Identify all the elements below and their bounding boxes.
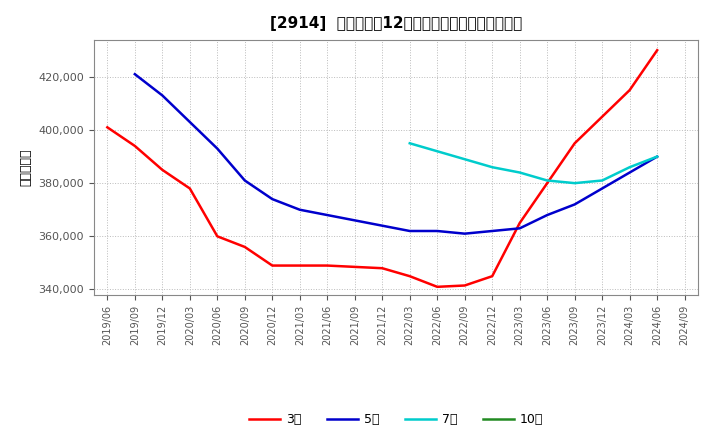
Title: [2914]  当期純利益12か月移動合計の平均値の推移: [2914] 当期純利益12か月移動合計の平均値の推移 bbox=[270, 16, 522, 32]
3年 bbox=[103, 125, 112, 130]
3年 bbox=[653, 48, 662, 53]
Legend: 3年, 5年, 7年, 10年: 3年, 5年, 7年, 10年 bbox=[243, 408, 549, 431]
3年 bbox=[323, 263, 332, 268]
3年 bbox=[130, 143, 139, 149]
5年 bbox=[626, 170, 634, 175]
5年 bbox=[158, 93, 166, 98]
3年 bbox=[351, 264, 359, 270]
5年 bbox=[433, 228, 441, 234]
3年 bbox=[158, 167, 166, 172]
3年 bbox=[516, 220, 524, 226]
5年 bbox=[570, 202, 579, 207]
7年 bbox=[626, 165, 634, 170]
5年 bbox=[240, 178, 249, 183]
3年 bbox=[626, 88, 634, 93]
5年 bbox=[213, 146, 222, 151]
5年 bbox=[323, 213, 332, 218]
5年 bbox=[405, 228, 414, 234]
Line: 3年: 3年 bbox=[107, 50, 657, 287]
3年 bbox=[433, 284, 441, 290]
3年 bbox=[570, 141, 579, 146]
7年 bbox=[516, 170, 524, 175]
7年 bbox=[598, 178, 606, 183]
5年 bbox=[295, 207, 304, 213]
5年 bbox=[268, 197, 276, 202]
5年 bbox=[351, 218, 359, 223]
3年 bbox=[240, 244, 249, 249]
7年 bbox=[570, 180, 579, 186]
3年 bbox=[543, 180, 552, 186]
5年 bbox=[488, 228, 497, 234]
3年 bbox=[213, 234, 222, 239]
7年 bbox=[405, 141, 414, 146]
3年 bbox=[405, 274, 414, 279]
5年 bbox=[460, 231, 469, 236]
5年 bbox=[130, 72, 139, 77]
5年 bbox=[543, 213, 552, 218]
3年 bbox=[460, 283, 469, 288]
Line: 5年: 5年 bbox=[135, 74, 657, 234]
5年 bbox=[378, 223, 387, 228]
7年 bbox=[460, 157, 469, 162]
3年 bbox=[378, 266, 387, 271]
7年 bbox=[653, 154, 662, 159]
5年 bbox=[598, 186, 606, 191]
5年 bbox=[516, 226, 524, 231]
Y-axis label: （百万円）: （百万円） bbox=[19, 148, 32, 186]
Line: 7年: 7年 bbox=[410, 143, 657, 183]
5年 bbox=[653, 154, 662, 159]
3年 bbox=[268, 263, 276, 268]
7年 bbox=[488, 165, 497, 170]
3年 bbox=[598, 114, 606, 119]
3年 bbox=[295, 263, 304, 268]
5年 bbox=[186, 119, 194, 125]
7年 bbox=[433, 149, 441, 154]
3年 bbox=[186, 186, 194, 191]
7年 bbox=[543, 178, 552, 183]
3年 bbox=[488, 274, 497, 279]
